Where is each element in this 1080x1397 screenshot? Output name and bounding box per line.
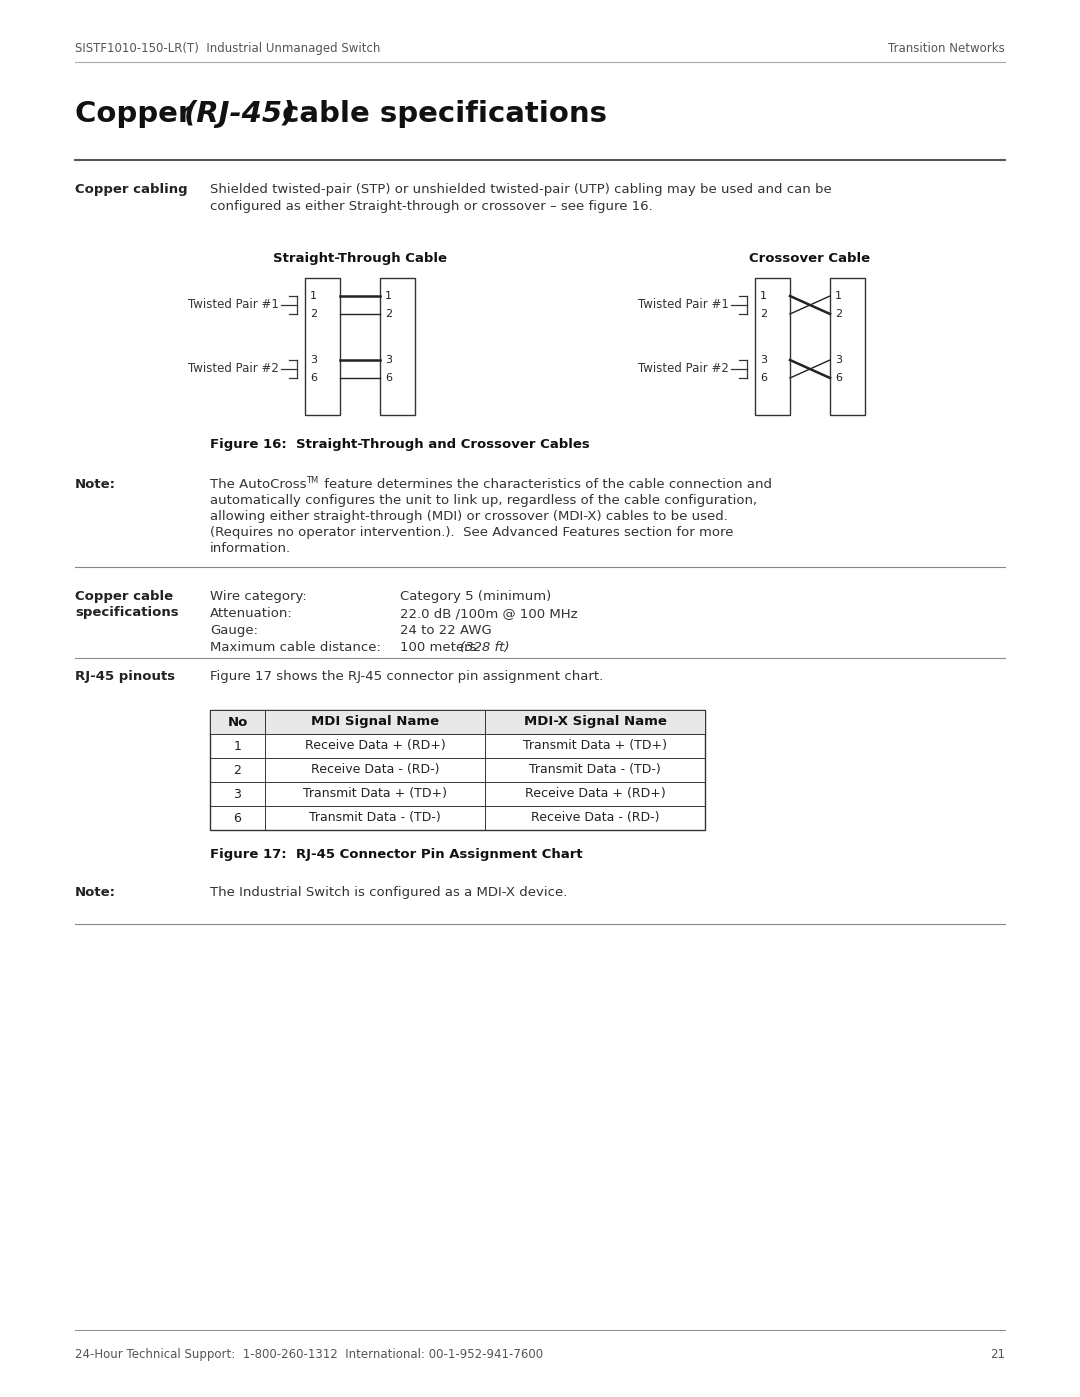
Text: allowing either straight-through (MDI) or crossover (MDI-X) cables to be used.: allowing either straight-through (MDI) o… xyxy=(210,510,728,522)
Text: Figure 17 shows the RJ-45 connector pin assignment chart.: Figure 17 shows the RJ-45 connector pin … xyxy=(210,671,604,683)
Text: RJ-45 pinouts: RJ-45 pinouts xyxy=(75,671,175,683)
Text: Transmit Data - (TD-): Transmit Data - (TD-) xyxy=(529,764,661,777)
Text: 6: 6 xyxy=(233,812,242,824)
Text: information.: information. xyxy=(210,542,292,555)
Bar xyxy=(305,278,340,415)
Text: 3: 3 xyxy=(835,355,842,365)
Text: (328 ft): (328 ft) xyxy=(460,641,510,654)
Text: Receive Data + (RD+): Receive Data + (RD+) xyxy=(305,739,445,753)
Text: Figure 16:  Straight-Through and Crossover Cables: Figure 16: Straight-Through and Crossove… xyxy=(210,439,590,451)
Text: feature determines the characteristics of the cable connection and: feature determines the characteristics o… xyxy=(320,478,772,490)
Text: Twisted Pair #2: Twisted Pair #2 xyxy=(188,362,279,376)
Text: 3: 3 xyxy=(760,355,767,365)
Text: 24-Hour Technical Support:  1-800-260-1312  International: 00-1-952-941-7600: 24-Hour Technical Support: 1-800-260-131… xyxy=(75,1348,543,1361)
Text: Straight-Through Cable: Straight-Through Cable xyxy=(273,251,447,265)
Text: 1: 1 xyxy=(310,291,318,300)
Text: 22.0 dB /100m @ 100 MHz: 22.0 dB /100m @ 100 MHz xyxy=(400,608,578,620)
Bar xyxy=(831,278,865,415)
Text: 2: 2 xyxy=(233,764,242,777)
Text: 2: 2 xyxy=(310,309,318,319)
Text: Receive Data - (RD-): Receive Data - (RD-) xyxy=(530,812,659,824)
Text: 2: 2 xyxy=(760,309,767,319)
Bar xyxy=(755,278,789,415)
Text: 3: 3 xyxy=(384,355,392,365)
Text: Note:: Note: xyxy=(75,478,116,490)
Text: automatically configures the unit to link up, regardless of the cable configurat: automatically configures the unit to lin… xyxy=(210,495,757,507)
Text: Category 5 (minimum): Category 5 (minimum) xyxy=(400,590,551,604)
Text: cable specifications: cable specifications xyxy=(272,101,607,129)
Text: Transmit Data + (TD+): Transmit Data + (TD+) xyxy=(523,739,667,753)
Text: Attenuation:: Attenuation: xyxy=(210,608,293,620)
Text: (RJ-45): (RJ-45) xyxy=(184,101,296,129)
Text: Wire category:: Wire category: xyxy=(210,590,307,604)
Text: Maximum cable distance:: Maximum cable distance: xyxy=(210,641,381,654)
Text: TM: TM xyxy=(306,476,319,485)
Text: Receive Data + (RD+): Receive Data + (RD+) xyxy=(525,788,665,800)
Text: 1: 1 xyxy=(384,291,392,300)
Bar xyxy=(380,278,415,415)
Text: 3: 3 xyxy=(233,788,242,800)
Text: 2: 2 xyxy=(384,309,392,319)
Text: Receive Data - (RD-): Receive Data - (RD-) xyxy=(311,764,440,777)
Bar xyxy=(210,710,705,830)
Text: 6: 6 xyxy=(384,373,392,383)
Text: Copper: Copper xyxy=(75,101,202,129)
Text: 2: 2 xyxy=(835,309,842,319)
Text: 1: 1 xyxy=(233,739,242,753)
Text: Note:: Note: xyxy=(75,886,116,900)
Text: SISTF1010-150-LR(T)  Industrial Unmanaged Switch: SISTF1010-150-LR(T) Industrial Unmanaged… xyxy=(75,42,380,54)
Text: The Industrial Switch is configured as a MDI-X device.: The Industrial Switch is configured as a… xyxy=(210,886,567,900)
Text: Copper cabling: Copper cabling xyxy=(75,183,188,196)
Text: Transmit Data + (TD+): Transmit Data + (TD+) xyxy=(303,788,447,800)
Text: Crossover Cable: Crossover Cable xyxy=(750,251,870,265)
Text: 1: 1 xyxy=(835,291,842,300)
Text: 6: 6 xyxy=(760,373,767,383)
Text: 1: 1 xyxy=(760,291,767,300)
Text: 6: 6 xyxy=(835,373,842,383)
Text: Twisted Pair #1: Twisted Pair #1 xyxy=(638,299,729,312)
Text: (Requires no operator intervention.).  See Advanced Features section for more: (Requires no operator intervention.). Se… xyxy=(210,527,733,539)
Text: MDI Signal Name: MDI Signal Name xyxy=(311,715,440,728)
Text: The AutoCross: The AutoCross xyxy=(210,478,307,490)
Text: MDI-X Signal Name: MDI-X Signal Name xyxy=(524,715,666,728)
Text: 21: 21 xyxy=(990,1348,1005,1361)
Text: specifications: specifications xyxy=(75,606,178,619)
Text: Figure 17:  RJ-45 Connector Pin Assignment Chart: Figure 17: RJ-45 Connector Pin Assignmen… xyxy=(210,848,582,861)
Text: Twisted Pair #1: Twisted Pair #1 xyxy=(188,299,279,312)
Text: Transmit Data - (TD-): Transmit Data - (TD-) xyxy=(309,812,441,824)
Text: 6: 6 xyxy=(310,373,318,383)
Text: 3: 3 xyxy=(310,355,318,365)
Bar xyxy=(210,710,705,733)
Text: No: No xyxy=(227,715,247,728)
Text: Twisted Pair #2: Twisted Pair #2 xyxy=(638,362,729,376)
Text: Copper cable: Copper cable xyxy=(75,590,173,604)
Text: Transition Networks: Transition Networks xyxy=(888,42,1005,54)
Text: configured as either Straight-through or crossover – see figure 16.: configured as either Straight-through or… xyxy=(210,200,652,212)
Text: Shielded twisted-pair (STP) or unshielded twisted-pair (UTP) cabling may be used: Shielded twisted-pair (STP) or unshielde… xyxy=(210,183,832,196)
Text: 100 meters: 100 meters xyxy=(400,641,481,654)
Text: Gauge:: Gauge: xyxy=(210,624,258,637)
Text: 24 to 22 AWG: 24 to 22 AWG xyxy=(400,624,491,637)
